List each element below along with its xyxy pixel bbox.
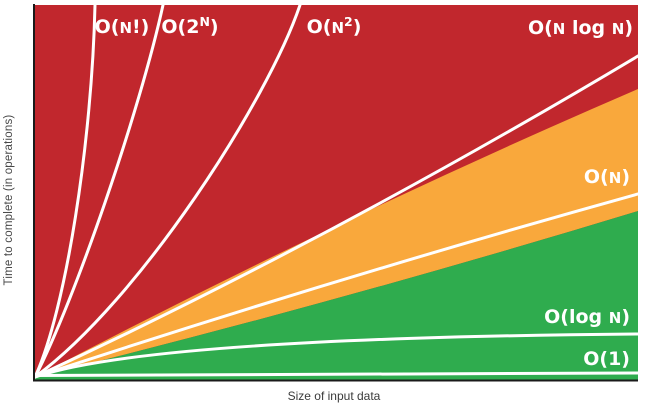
curve-exponential <box>35 5 165 379</box>
y-axis-title: Time to complete (in operations) <box>3 115 15 286</box>
curve-n-log-n <box>35 54 638 379</box>
curve-label-exponential: O(2N) <box>161 14 218 38</box>
curve-quadratic <box>35 5 302 379</box>
x-axis-title: Size of input data <box>288 389 381 403</box>
curve-label-constant: O(1) <box>583 348 630 370</box>
curve-linear <box>35 192 638 379</box>
curve-constant <box>35 371 638 377</box>
curve-label-linear: O(N) <box>584 166 630 188</box>
curve-logarithmic <box>35 332 638 379</box>
curve-label-n-log-n: O(N log N) <box>528 17 633 39</box>
complexity-curves <box>35 5 638 379</box>
curve-label-n-factorial: O(N!) <box>95 16 150 38</box>
curve-n-factorial <box>35 5 97 379</box>
curve-label-quadratic: O(N2) <box>307 14 362 38</box>
curve-label-logarithmic: O(log N) <box>544 306 630 328</box>
curve-labels: O(N!) O(2N) O(N2) O(N log N) O(N) O(log N) O(1… <box>95 14 633 370</box>
